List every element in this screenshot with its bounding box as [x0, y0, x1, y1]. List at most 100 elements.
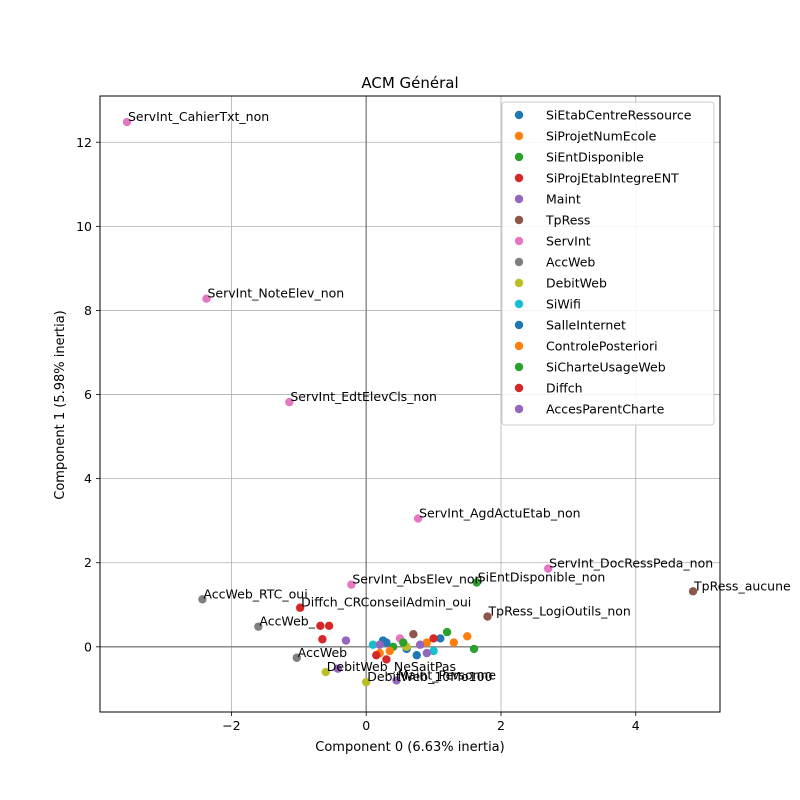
x-tick-label: 2: [497, 718, 505, 733]
data-point: [347, 580, 356, 589]
x-tick-label: −2: [222, 718, 240, 733]
data-point: [285, 397, 294, 407]
data-point: [399, 638, 408, 647]
data-point: [292, 653, 301, 662]
y-tick-label: 0: [84, 639, 92, 654]
legend-marker: [514, 383, 524, 393]
legend-label: AccesParentCharte: [546, 402, 665, 417]
legend-label: TpRess: [545, 213, 590, 228]
data-point: [469, 644, 479, 654]
legend-label: SiProjEtabIntegreENT: [546, 171, 679, 186]
legend: SiEtabCentreRessource SiProjetNumEcole SiE…: [501, 101, 715, 426]
point-label: ServInt_DocRessPeda_non: [549, 556, 713, 571]
data-point: [385, 646, 394, 656]
legend-label: DebitWeb: [546, 276, 607, 291]
legend-marker: [514, 236, 524, 246]
point-label: DebitWeb_NeSaitPas: [327, 659, 456, 674]
data-point: [333, 664, 343, 673]
axis-ticks: −2 0 2 4 0 2 4 6 8 10 12: [76, 135, 640, 733]
legend-label: SiEtabCentreRessource: [546, 108, 692, 123]
legend-label: AccWeb: [546, 255, 595, 270]
point-label: ServInt_CahierTxt_non: [128, 109, 269, 124]
data-point: [295, 603, 305, 612]
legend-marker: [514, 278, 524, 288]
data-point: [429, 646, 438, 656]
data-point: [422, 648, 432, 658]
legend-marker: [514, 257, 524, 267]
point-label: TpRess_LogiOutils_non: [488, 604, 631, 619]
point-label: SiEntDisponible_non: [478, 569, 606, 584]
data-point: [368, 640, 378, 649]
point-label: TpRess_aucune: [693, 578, 791, 593]
point-label: AccWeb: [298, 645, 347, 660]
legend-box: [501, 101, 715, 426]
data-point: [422, 638, 432, 647]
point-label: Maint_Personne: [398, 667, 497, 682]
legend-marker: [514, 110, 524, 120]
point-labels: SiEntDisponible_non Diffch_CRConseilAdmin…: [128, 109, 791, 684]
x-tick-label: 0: [362, 718, 370, 733]
legend-label: SalleInternet: [546, 318, 626, 333]
legend-marker: [514, 194, 524, 204]
data-point: [372, 651, 381, 660]
point-label: DebitWeb_10Mo100: [367, 669, 492, 684]
legend-marker: [514, 215, 524, 225]
y-axis-label: Component 1 (5.98% inertia): [53, 310, 68, 499]
legend-label: Diffch: [546, 381, 583, 396]
y-tick-label: 8: [84, 303, 92, 318]
data-point: [442, 627, 452, 637]
data-point: [463, 632, 472, 641]
data-point: [415, 640, 425, 649]
chart-title: ACM Général: [361, 74, 458, 92]
data-points: [122, 117, 698, 687]
data-point: [688, 587, 698, 596]
data-point: [382, 655, 391, 664]
data-point: [198, 595, 207, 604]
y-tick-label: 4: [84, 471, 92, 486]
legend-label: SiWifi: [546, 297, 581, 312]
point-label: Diffch_CRConseilAdmin_oui: [301, 595, 471, 610]
data-point: [316, 621, 325, 631]
legend-label: SiProjetNumEcole: [546, 129, 657, 144]
data-point: [413, 514, 423, 523]
data-point: [122, 117, 132, 127]
data-point: [429, 634, 438, 643]
legend-label: Maint: [546, 192, 581, 207]
data-point: [375, 640, 384, 649]
point-label: ServInt_NoteElev_non: [207, 286, 344, 301]
point-label: ServInt_AbsElev_non: [352, 572, 482, 587]
data-point: [324, 621, 334, 631]
legend-marker: [514, 341, 524, 351]
data-point: [361, 677, 371, 687]
data-point: [449, 638, 459, 647]
legend-label: SiCharteUsageWeb: [546, 360, 666, 375]
legend-marker: [514, 362, 524, 372]
legend-label: ServInt: [546, 234, 591, 249]
plot-frame: [99, 95, 721, 713]
data-point: [202, 294, 211, 303]
data-point: [321, 667, 330, 677]
legend-marker: [514, 152, 524, 162]
point-label: ServInt_EdtElevCls_non: [290, 389, 437, 404]
legend-label: ControlePosteriori: [546, 339, 658, 354]
data-point: [392, 676, 401, 685]
data-point: [412, 651, 421, 660]
point-label: AccWeb_: [259, 614, 315, 629]
legend-marker: [514, 173, 524, 183]
data-point: [436, 634, 445, 643]
data-point: [409, 630, 418, 639]
data-point: [543, 564, 553, 573]
y-tick-label: 12: [76, 135, 92, 150]
data-point: [318, 635, 327, 644]
x-axis-label: Component 0 (6.63% inertia): [315, 740, 504, 755]
point-label: ServInt_AgdActuEtab_non: [419, 506, 581, 521]
legend-marker: [514, 131, 524, 141]
y-tick-label: 6: [84, 387, 92, 402]
y-tick-label: 2: [84, 555, 92, 570]
legend-label: SiEntDisponible: [546, 150, 644, 165]
data-point: [254, 622, 263, 631]
x-tick-label: 4: [632, 718, 640, 733]
y-tick-label: 10: [76, 219, 92, 234]
data-point: [472, 578, 481, 587]
